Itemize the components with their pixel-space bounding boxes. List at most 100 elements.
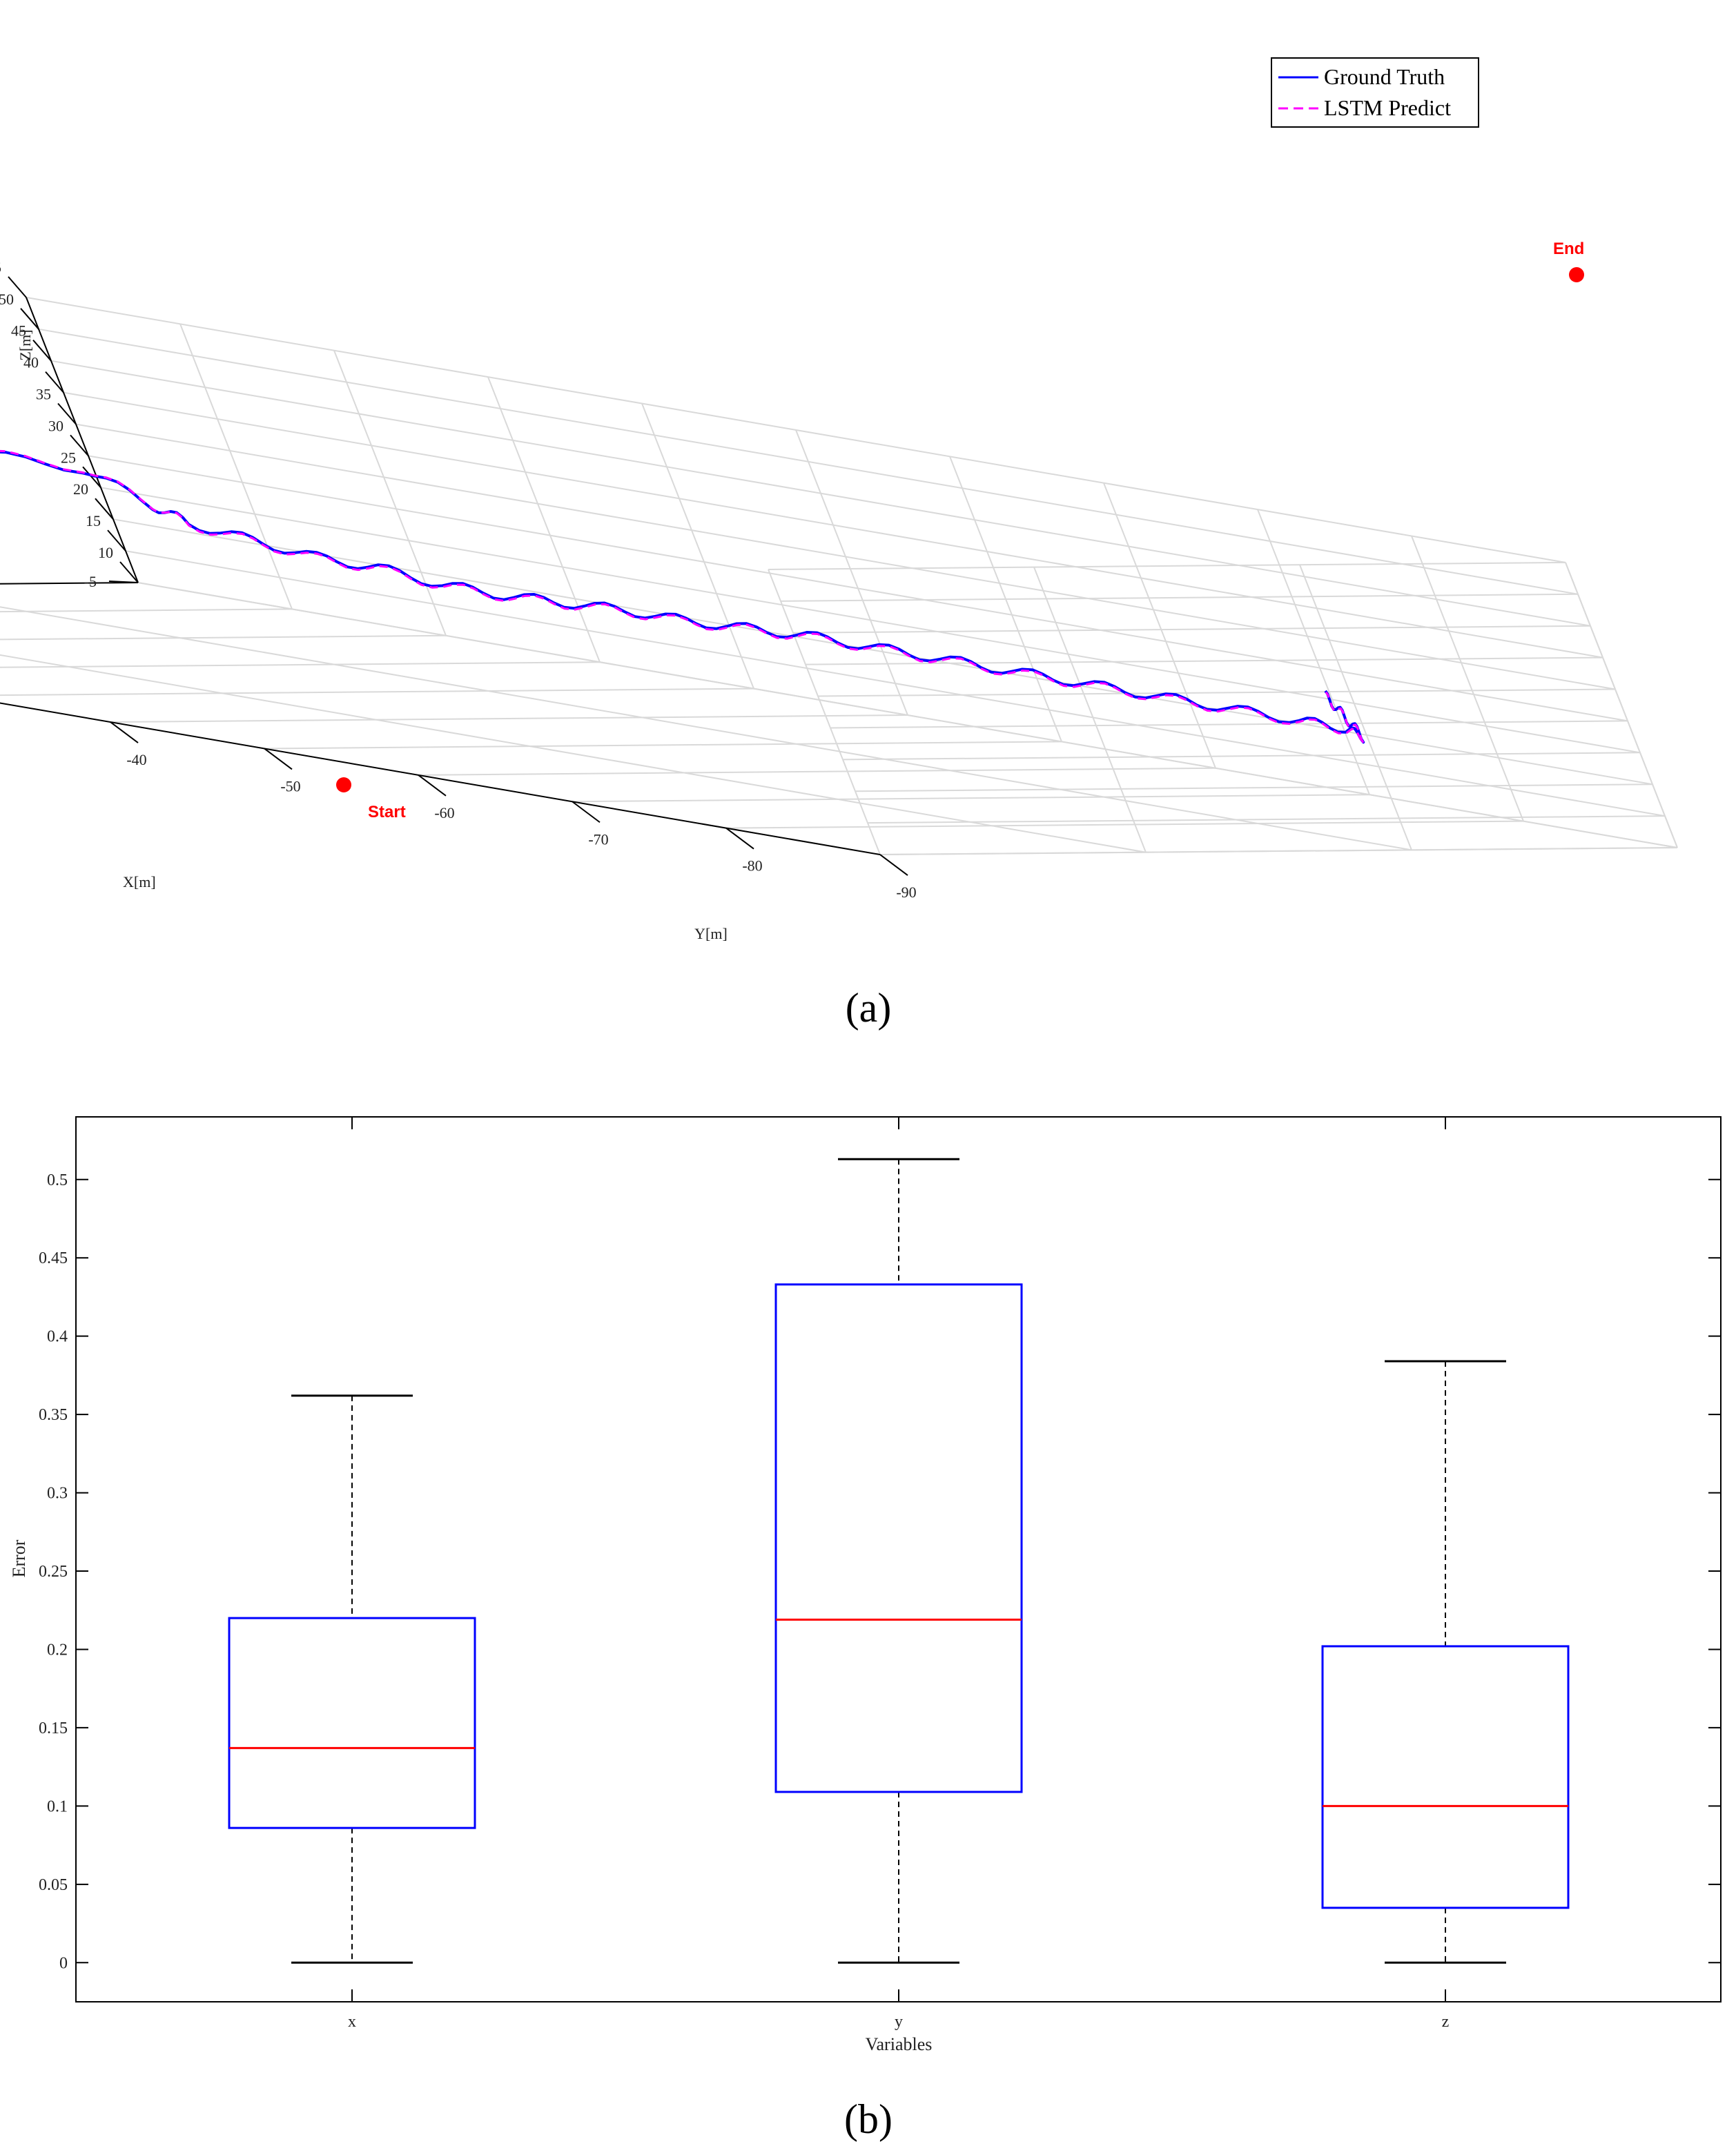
z-axis-line [26,297,139,583]
back-wall-grid-line [487,376,601,663]
z-tick-label: 20 [73,480,88,498]
3d-tick-labels: 100-10-20-30-40-50-60-70-80-901050-51015… [0,259,917,901]
y-tick-label: 0.1 [47,1797,68,1815]
legend-label-lstm-predict: LSTM Predict [1324,95,1451,120]
start-marker [336,777,351,792]
z-tick-mark [20,308,39,330]
z-tick-label: 30 [48,417,64,434]
z-tick-label: 55 [0,259,1,276]
y-tick-label: 0.3 [47,1485,68,1503]
x-tick-label: x [348,2013,356,2031]
floor-grid-line [418,767,1216,776]
z-tick-mark [70,434,89,457]
side-wall-grid-line [1299,564,1412,850]
z-tick-mark [119,561,139,583]
side-wall-grid-line [1565,562,1678,848]
y-tick-label: 0.05 [39,1876,68,1894]
x-tick-label: y [895,2013,903,2031]
floor-grid-line [0,661,601,668]
y-tick-label: 0.45 [39,1249,68,1267]
side-wall-grid-line [842,752,1641,761]
back-wall-grid-line [1411,536,1524,821]
box-z [1321,1360,1570,1964]
y-tick-mark [110,721,139,743]
panel-b-caption: (b) [844,2096,893,2142]
back-wall-grid-line [125,550,1666,817]
z-tick-mark [8,276,27,298]
z-tick-label: 15 [86,512,101,529]
floor-grid-line [0,608,293,613]
back-wall-grid-line [1257,509,1370,795]
y-tick-label: 0.4 [47,1328,68,1346]
z-tick-label: 50 [0,291,14,308]
panel-b-box-plot: 0 0.05 0.1 0.15 0.2 0.25 0.3 0.35 0.4 0.45 0.5 x y z… [9,1116,1722,2142]
x-axis-line [0,582,139,585]
start-label: Start [368,803,406,821]
iqr-box [1321,1645,1570,1909]
ground-truth-line [0,450,1365,744]
floor-grid-line [0,634,447,641]
side-wall-grid-line [768,569,881,855]
end-label: End [1553,240,1584,258]
back-wall-grid-line [100,487,1641,754]
x-ticks: x y z [348,1117,1449,2031]
panel-a-3d-trajectory: 100-10-20-30-40-50-60-70-80-901050-51015… [0,57,1678,1031]
back-wall-grid-line [333,350,447,636]
box-x [228,1394,476,1964]
side-wall-grid-line [830,720,1628,729]
z-tick-label: 40 [23,354,39,371]
z-tick-label: 35 [36,386,51,403]
legend: Ground Truth LSTM Predict [1271,57,1479,128]
y-tick-label: 0.2 [47,1641,68,1659]
x-axis-label: Variables [866,2034,933,2054]
y-tick-label: 0.25 [39,1563,68,1581]
x-tick-mark [108,581,139,583]
x-tick-label: -5 [84,573,97,590]
side-wall-grid-line [805,656,1603,665]
y-tick-label: -50 [280,777,300,795]
y-tick-label: -40 [126,751,146,768]
floor-grid-line [725,820,1524,829]
y-tick-mark [879,854,908,876]
floor-grid-line [0,688,754,696]
iqr-box [774,1283,1023,1793]
z-tick-mark [32,340,52,362]
side-wall-grid-line [879,847,1678,856]
back-wall-grid-line [63,391,1603,659]
x-axis-label: X[m] [123,873,156,890]
z-tick-mark [82,466,101,488]
y-tick-label: -60 [434,804,454,821]
x-tick-label: z [1442,2013,1450,2031]
panel-a-caption: (a) [846,985,892,1031]
end-marker [1569,267,1584,282]
side-wall-grid-line [855,783,1653,792]
3d-grid [0,296,1678,856]
y-axis-label: Y[m] [694,925,728,942]
back-wall-grid-line [1103,483,1216,769]
back-wall-grid-line [26,296,1566,563]
z-axis-label: Z[m] [17,329,34,360]
y-tick-label: -90 [896,884,916,901]
trajectory-lines [0,449,1365,745]
floor-grid-line [0,606,1412,851]
side-wall-grid-line [1033,567,1147,853]
z-tick-mark [107,529,126,552]
back-wall-grid-line [641,403,754,689]
side-wall-grid-line [792,625,1591,634]
y-ticks: 0 0.05 0.1 0.15 0.2 0.25 0.3 0.35 0.4 0.45 0.5 [39,1171,1721,1972]
side-wall-grid-line [817,688,1616,697]
z-tick-label: 45 [11,322,26,340]
y-tick-mark [418,774,447,797]
side-wall-grid-line [780,593,1579,602]
y-tick-label: 0.5 [47,1171,68,1189]
box-y [774,1158,1023,1964]
floor-grid-line [264,741,1062,750]
y-tick-label: 0 [59,1954,68,1972]
legend-box [1271,57,1479,128]
back-wall-grid-line [113,518,1653,786]
y-tick-mark [572,801,601,824]
y-tick-label: -70 [588,830,608,848]
z-tick-mark [45,371,64,393]
floor-grid-line [0,654,1147,853]
